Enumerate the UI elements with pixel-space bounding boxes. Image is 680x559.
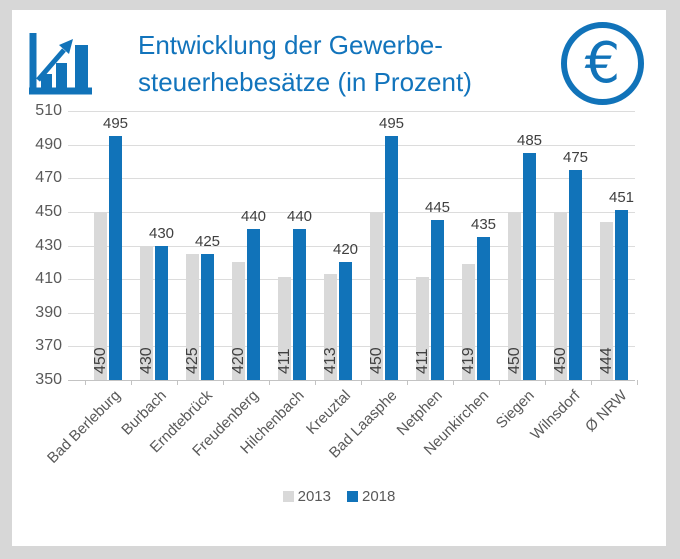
x-axis-tick (361, 380, 362, 385)
value-label-2013: 413 (321, 347, 339, 374)
bar-2013 (324, 274, 337, 380)
value-label-2018: 430 (148, 224, 175, 242)
y-axis-tick-label: 350 (35, 371, 62, 388)
x-axis-tick (545, 380, 546, 385)
bar-2018 (339, 262, 352, 380)
bar-chart-rising-icon (29, 33, 92, 95)
legend-label-2018: 2018 (362, 488, 396, 505)
chart-card: Entwicklung der Gewerbe- steuerhebesätze… (12, 10, 666, 546)
y-axis-tick-label: 410 (35, 270, 62, 288)
x-axis-tick (131, 380, 132, 385)
value-label-2013: 420 (229, 347, 247, 374)
value-label-2018: 435 (470, 216, 497, 234)
bar-2018 (293, 228, 306, 380)
bar-2018 (247, 228, 260, 380)
value-label-2018: 475 (562, 148, 589, 166)
value-label-2013: 450 (551, 347, 569, 374)
value-label-2013: 450 (367, 347, 385, 374)
value-label-2018: 425 (194, 232, 221, 250)
bar-2013 (462, 263, 475, 380)
y-axis-tick-label: 490 (35, 135, 62, 153)
bar-2018 (109, 136, 122, 380)
x-axis-tick (177, 380, 178, 385)
value-label-2018: 440 (240, 207, 267, 225)
bar-2018 (477, 237, 490, 380)
y-axis-tick-label: 450 (35, 202, 62, 220)
bar-2013 (278, 277, 291, 380)
bar-2013 (508, 211, 521, 380)
bar-2013 (140, 245, 153, 380)
category-label: Wilnsdorf (527, 387, 585, 444)
page-title-line1: Entwicklung der Gewerbe- (138, 30, 443, 60)
value-label-2018: 495 (378, 115, 405, 133)
chart-legend: 2013 2018 (12, 488, 666, 505)
x-axis-tick (591, 380, 592, 385)
bar-2018 (385, 136, 398, 380)
value-label-2013: 425 (183, 347, 201, 374)
page-title-line2: steuerhebesätze (in Prozent) (138, 67, 472, 97)
value-label-2013: 444 (597, 347, 615, 374)
bar-2018 (615, 210, 628, 380)
value-label-2018: 451 (608, 189, 635, 207)
x-axis-tick (499, 380, 500, 385)
legend-label-2013: 2013 (297, 488, 331, 505)
bar-2013 (370, 211, 383, 380)
chart-plot-area: 350 370 390 410 430 450 470 490 510 450 495 Bad Ber… (12, 10, 666, 546)
value-label-2018: 445 (424, 199, 451, 217)
y-axis-tick-label: 430 (35, 236, 62, 254)
legend-item-2013: 2013 (282, 488, 331, 505)
category-label: Bad Berleburg (44, 387, 125, 467)
value-label-2013: 419 (459, 347, 477, 374)
bar-2013 (186, 253, 199, 380)
bar-2013 (554, 211, 567, 380)
value-label-2013: 411 (275, 348, 293, 374)
page-title: Entwicklung der Gewerbe- steuerhebesätze… (138, 27, 472, 101)
bar-2018 (155, 245, 168, 380)
value-label-2013: 450 (91, 347, 109, 374)
bar-2013 (600, 221, 613, 380)
euro-symbol: € (584, 30, 621, 96)
y-axis-tick-label: 390 (35, 303, 62, 321)
bar-2018 (523, 153, 536, 380)
gridline (68, 178, 635, 180)
value-label-2018: 420 (332, 241, 359, 259)
value-label-2013: 430 (137, 347, 155, 374)
x-axis-tick (315, 380, 316, 385)
legend-swatch-2013 (282, 491, 294, 502)
y-axis-tick-label: 510 (35, 102, 62, 119)
bar-2013 (416, 277, 429, 380)
gridline (68, 111, 635, 112)
gridline (68, 245, 635, 247)
x-axis-tick (223, 380, 224, 385)
value-label-2013: 411 (413, 348, 431, 374)
x-axis-tick (269, 380, 270, 385)
gridline (68, 211, 635, 213)
value-label-2018: 495 (102, 115, 129, 133)
bar-2018 (569, 169, 582, 380)
bar-2018 (431, 220, 444, 380)
bar-2013 (94, 211, 107, 380)
legend-item-2018: 2018 (347, 488, 395, 505)
x-axis-tick (407, 380, 408, 385)
legend-swatch-2018 (347, 491, 358, 502)
bar-2013 (232, 262, 245, 380)
value-label-2018: 440 (286, 207, 313, 225)
bar-2018 (201, 253, 214, 380)
euro-circle-icon: € (561, 22, 644, 105)
y-axis-tick-label: 370 (35, 337, 62, 355)
gridline (68, 144, 635, 146)
y-axis-tick-label: 470 (35, 169, 62, 187)
x-axis-tick (85, 380, 86, 385)
x-axis-tick (637, 380, 638, 385)
category-label: Ø NRW (581, 387, 631, 436)
value-label-2013: 450 (505, 347, 523, 374)
value-label-2018: 485 (516, 132, 543, 150)
gridline (68, 380, 635, 381)
x-axis-tick (453, 380, 454, 385)
